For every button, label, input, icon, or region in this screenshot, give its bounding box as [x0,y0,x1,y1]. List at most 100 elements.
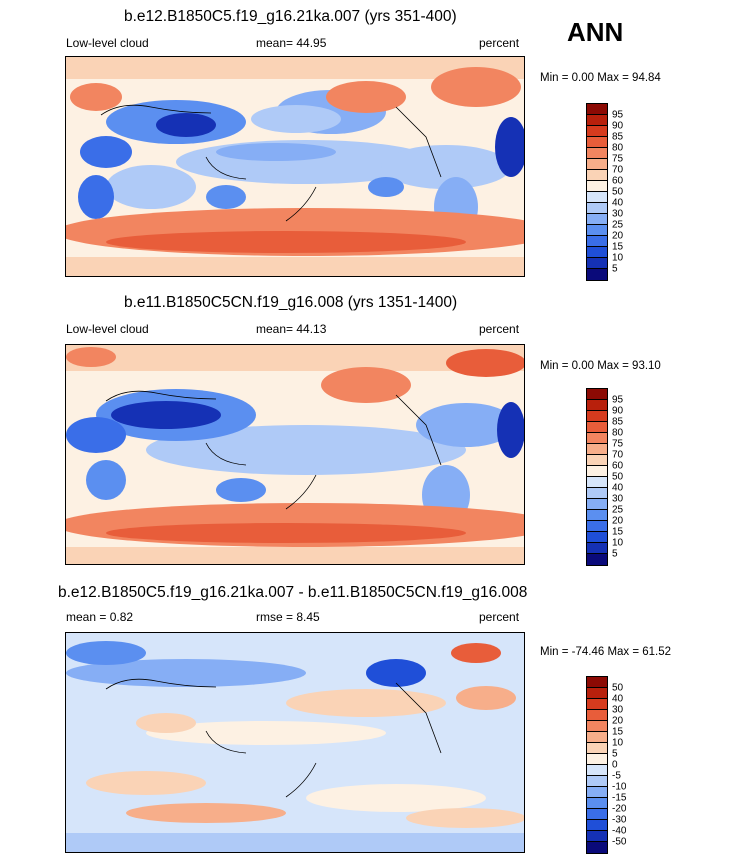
panel1-field [66,57,524,276]
colorbar-cell [587,411,607,422]
colorbar-tick-label: 85 [612,131,624,143]
colorbar-cell [587,181,607,192]
colorbar-tick-label: 95 [612,394,624,406]
colorbar-tick-label: -5 [612,770,621,782]
colorbar-cell [587,148,607,159]
colorbar-cell [587,820,607,831]
panel2-mean: mean= 44.13 [256,322,327,336]
colorbar-cell [587,521,607,532]
panel2-field [66,345,524,564]
colorbar-tick-label: 20 [612,230,624,242]
colorbar-tick-label: 25 [612,219,624,231]
colorbar-cell [587,137,607,148]
colorbar-tick-label: 60 [612,460,624,472]
colorbar-tick-label: 95 [612,109,624,121]
colorbar-tick-label: 50 [612,186,624,198]
colorbar-tick-label: 70 [612,164,624,176]
colorbar-cell [587,236,607,247]
colorbar-cell [587,466,607,477]
colorbar-cell [587,444,607,455]
colorbar-tick-label: 90 [612,120,624,132]
colorbar-cell [587,104,607,115]
colorbar-tick-label: 20 [612,715,624,727]
colorbar-cell [587,203,607,214]
colorbar-cell [587,754,607,765]
colorbar-tick-label: 80 [612,427,624,439]
colorbar-tick-label: 20 [612,515,624,527]
colorbar-cell [587,809,607,820]
colorbar-tick-label: 5 [612,263,618,275]
colorbar-cell [587,499,607,510]
colorbar-tick-label: 15 [612,241,624,253]
colorbar-cell [587,400,607,411]
colorbar-tick-label: 75 [612,438,624,450]
colorbar-cell [587,488,607,499]
colorbar-cell [587,743,607,754]
colorbar-tick-label: 25 [612,504,624,516]
colorbar-tick-label: -50 [612,836,627,848]
colorbar-tick-label: -10 [612,781,627,793]
panel3-units: percent [479,610,520,624]
colorbar-tick-label: 50 [612,471,624,483]
colorbar-tick-label: 30 [612,208,624,220]
colorbar-cell [587,389,607,400]
colorbar-tick-label: 10 [612,737,624,749]
colorbar-tick-label: 30 [612,493,624,505]
panel3-mean: mean = 0.82 [66,610,134,624]
colorbar-tick-label: 40 [612,482,624,494]
colorbar-cell [587,776,607,787]
colorbar-cell [587,192,607,203]
colorbar-cell [587,225,607,236]
colorbar-tick-label: 10 [612,252,624,264]
colorbar-cell [587,422,607,433]
colorbar-cell [587,721,607,732]
colorbar-cell [587,732,607,743]
panel2-title: b.e11.B1850C5CN.f19_g16.008 (yrs 1351-14… [124,294,458,311]
colorbar-tick-label: 30 [612,704,624,716]
colorbar-tick-label: 5 [612,748,618,760]
colorbar-cell [587,159,607,170]
colorbar-tick-label: 15 [612,526,624,538]
panel1-mean: mean= 44.95 [256,36,327,50]
panel3-minmax: Min = -74.46 Max = 61.52 [540,646,672,658]
colorbar-tick-label: 75 [612,153,624,165]
panel3-rmse: rmse = 8.45 [256,610,320,624]
panel2-units: percent [479,322,520,336]
colorbar-tick-label: -20 [612,803,627,815]
colorbar-cell [587,765,607,776]
panel3-field [66,633,524,852]
panel1-units: percent [479,36,520,50]
colorbar-tick-label: 15 [612,726,624,738]
panel3-colorbar [586,676,608,854]
panel1-title: b.e12.B1850C5.f19_g16.21ka.007 (yrs 351-… [124,8,457,25]
colorbar-tick-label: 0 [612,759,618,771]
colorbar-tick-label: 40 [612,693,624,705]
panel3-title: b.e12.B1850C5.f19_g16.21ka.007 - b.e11.B… [58,584,528,601]
panel1-minmax: Min = 0.00 Max = 94.84 [540,72,661,84]
colorbar-tick-label: -15 [612,792,627,804]
colorbar-cell [587,269,607,280]
panel2-map [65,344,525,565]
colorbar-cell [587,477,607,488]
panel2-minmax: Min = 0.00 Max = 93.10 [540,360,661,372]
colorbar-tick-label: 50 [612,682,624,694]
panel1-map [65,56,525,277]
colorbar-tick-label: -40 [612,825,627,837]
colorbar-cell [587,677,607,688]
colorbar-tick-label: 70 [612,449,624,461]
panel1-variable: Low-level cloud [66,36,149,50]
colorbar-tick-label: 40 [612,197,624,209]
colorbar-cell [587,510,607,521]
colorbar-cell [587,831,607,842]
panel3-map [65,632,525,853]
colorbar-cell [587,115,607,126]
colorbar-cell [587,688,607,699]
colorbar-cell [587,842,607,853]
colorbar-tick-label: -30 [612,814,627,826]
colorbar-cell [587,554,607,565]
colorbar-cell [587,214,607,225]
season-label: ANN [567,17,624,47]
colorbar-tick-label: 85 [612,416,624,428]
colorbar-cell [587,787,607,798]
panel2-colorbar [586,388,608,566]
